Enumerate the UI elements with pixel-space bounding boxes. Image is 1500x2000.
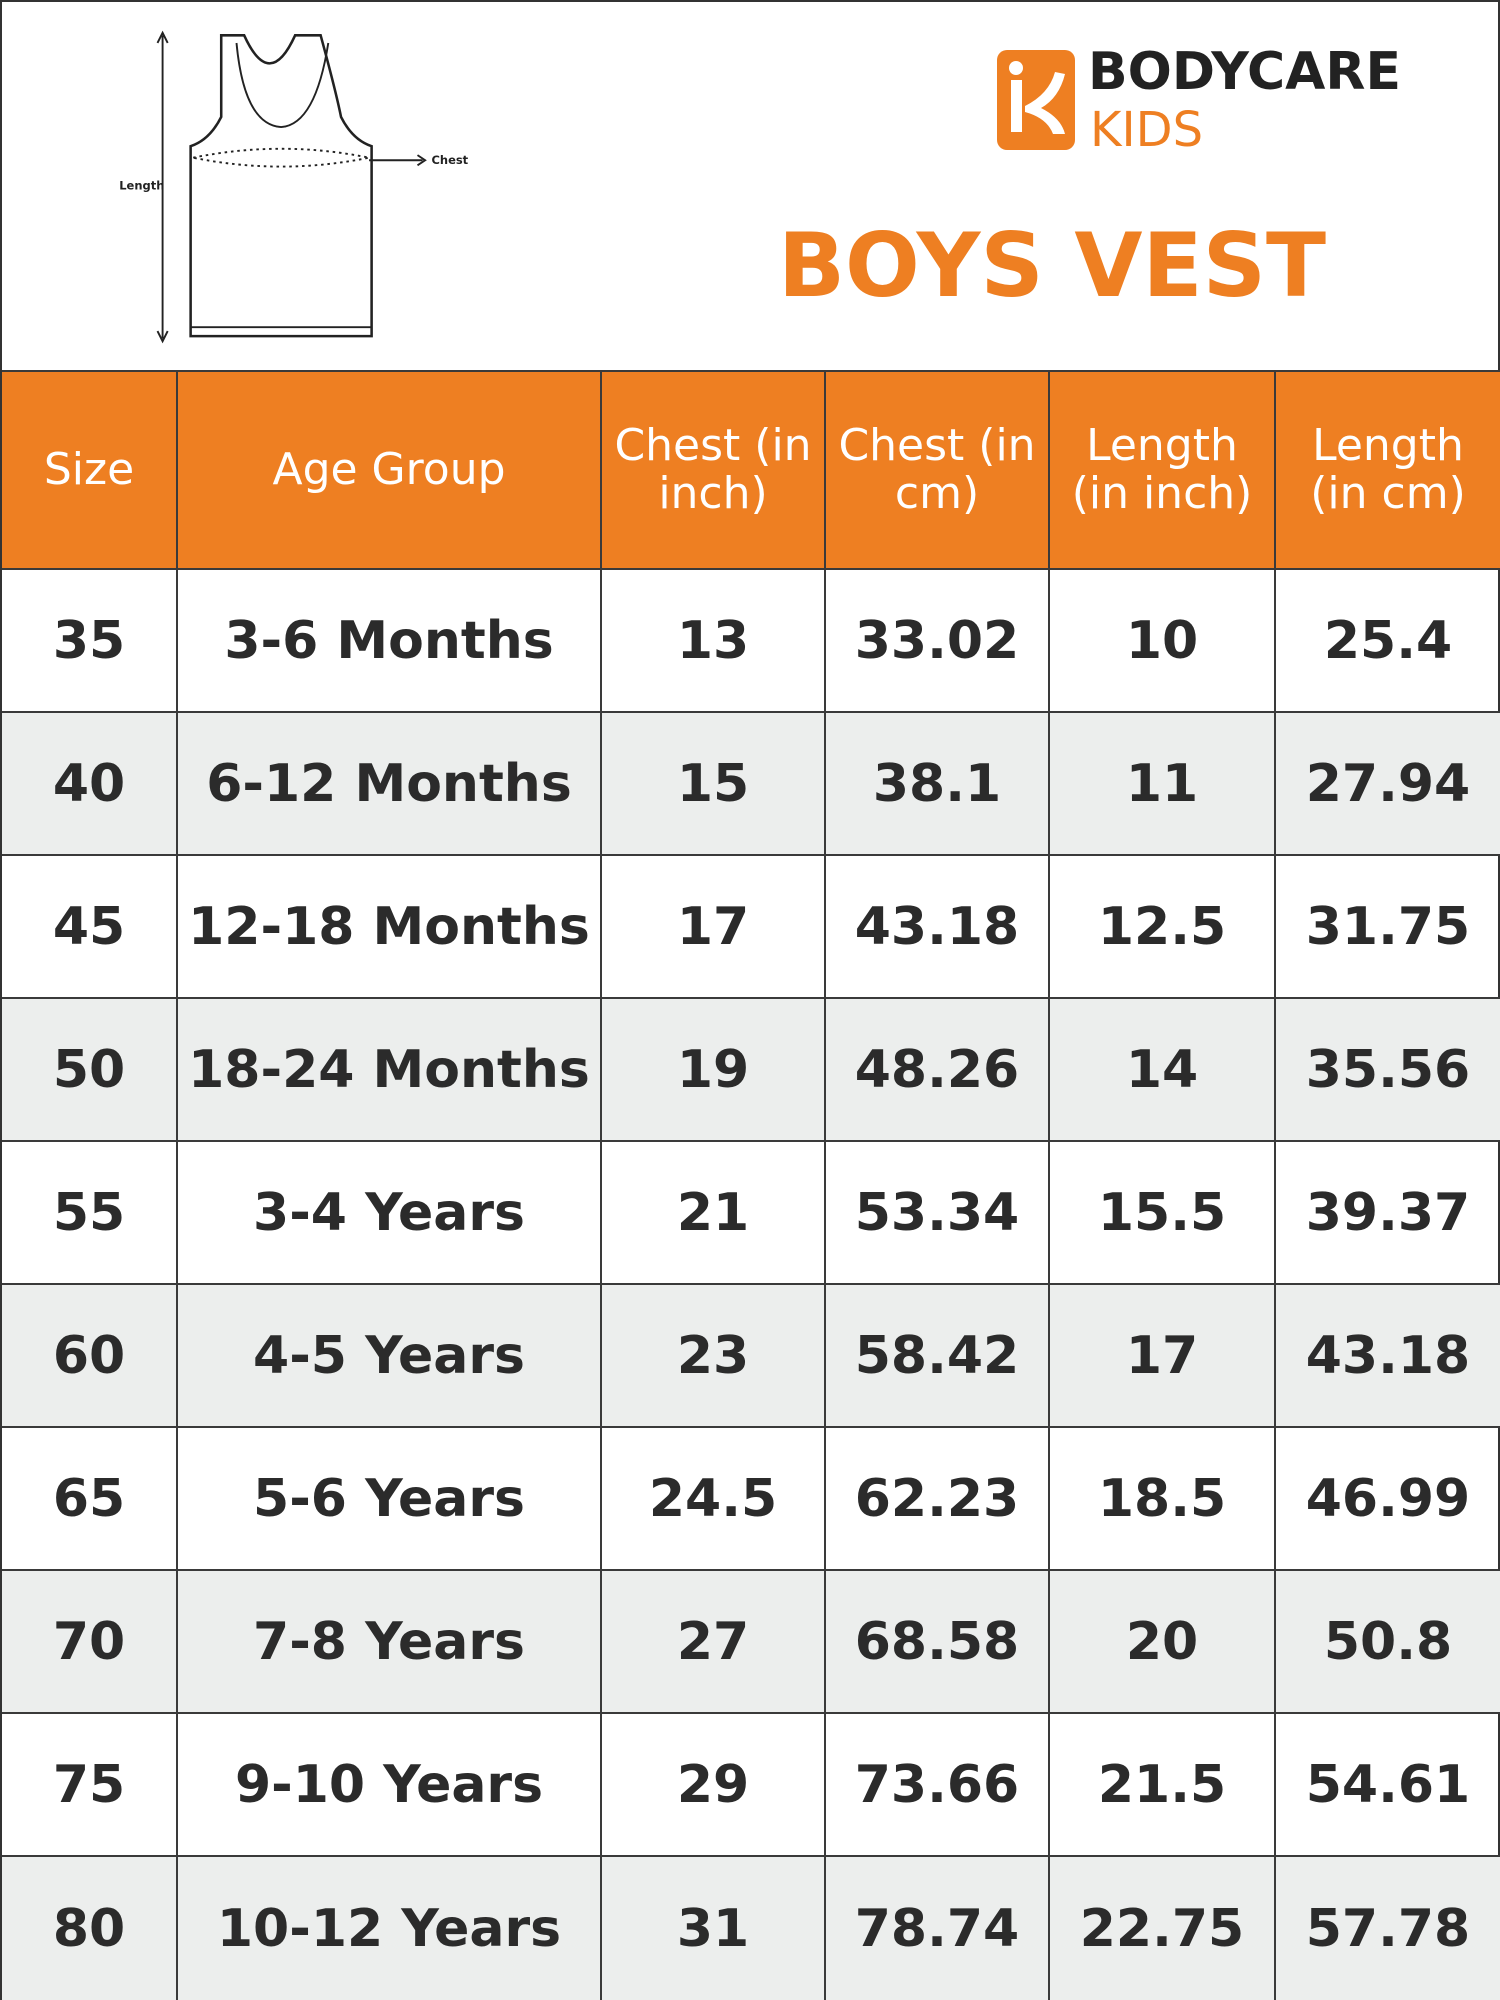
table-cell: 31.75 [1276, 856, 1500, 999]
table-cell: 73.66 [826, 1714, 1050, 1857]
table-cell: 22.75 [1050, 1857, 1276, 2000]
table-cell: 78.74 [826, 1857, 1050, 2000]
table-cell: 6-12 Months [178, 713, 602, 856]
table-cell: 53.34 [826, 1142, 1050, 1285]
table-cell: 43.18 [1276, 1285, 1500, 1428]
table-cell: 55 [2, 1142, 178, 1285]
table-cell: 17 [1050, 1285, 1276, 1428]
table-cell: 24.5 [602, 1428, 826, 1571]
table-cell: 4-5 Years [178, 1285, 602, 1428]
table-cell: 39.37 [1276, 1142, 1500, 1285]
vest-diagram: Chest Length [119, 30, 469, 344]
table-cell: 58.42 [826, 1285, 1050, 1428]
table-cell: 11 [1050, 713, 1276, 856]
table-cell: 54.61 [1276, 1714, 1500, 1857]
table-cell: 18-24 Months [178, 999, 602, 1142]
table-cell: 7-8 Years [178, 1571, 602, 1714]
table-cell: 23 [602, 1285, 826, 1428]
table-cell: 21.5 [1050, 1714, 1276, 1857]
table-cell: 35 [2, 570, 178, 713]
table-cell: 3-6 Months [178, 570, 602, 713]
column-header: Length (in cm) [1276, 370, 1500, 570]
table-cell: 75 [2, 1714, 178, 1857]
table-cell: 43.18 [826, 856, 1050, 999]
table-cell: 10 [1050, 570, 1276, 713]
table-cell: 12.5 [1050, 856, 1276, 999]
vest-outline [189, 34, 373, 338]
table-cell: 27 [602, 1571, 826, 1714]
table-cell: 5-6 Years [178, 1428, 602, 1571]
table-cell: 14 [1050, 999, 1276, 1142]
table-cell: 3-4 Years [178, 1142, 602, 1285]
table-cell: 46.99 [1276, 1428, 1500, 1571]
column-header: Chest (in cm) [826, 370, 1050, 570]
column-header: Size [2, 370, 178, 570]
table-cell: 68.58 [826, 1571, 1050, 1714]
table-cell: 70 [2, 1571, 178, 1714]
column-header: Age Group [178, 370, 602, 570]
title: BOYS VEST [777, 214, 1327, 317]
table-cell: 45 [2, 856, 178, 999]
table-cell: 29 [602, 1714, 826, 1857]
table-cell: 25.4 [1276, 570, 1500, 713]
table-cell: 27.94 [1276, 713, 1500, 856]
table-cell: 33.02 [826, 570, 1050, 713]
table-cell: 15.5 [1050, 1142, 1276, 1285]
table-cell: 65 [2, 1428, 178, 1571]
table-cell: 21 [602, 1142, 826, 1285]
table-cell: 10-12 Years [178, 1857, 602, 2000]
table-cell: 57.78 [1276, 1857, 1500, 2000]
table-cell: 50.8 [1276, 1571, 1500, 1714]
table-cell: 50 [2, 999, 178, 1142]
table-cell: 13 [602, 570, 826, 713]
table-cell: 80 [2, 1857, 178, 2000]
chest-label: Chest [432, 153, 469, 167]
table-cell: 48.26 [826, 999, 1050, 1142]
sub-brand: KIDS [1090, 102, 1204, 158]
table-cell: 62.23 [826, 1428, 1050, 1571]
table-cell: 15 [602, 713, 826, 856]
table-cell: 12-18 Months [178, 856, 602, 999]
table-cell: 17 [602, 856, 826, 999]
table-cell: 35.56 [1276, 999, 1500, 1142]
table-cell: 38.1 [826, 713, 1050, 856]
table-cell: 18.5 [1050, 1428, 1276, 1571]
logo-mark [997, 50, 1075, 150]
table-cell: 19 [602, 999, 826, 1142]
column-header: Chest (in inch) [602, 370, 826, 570]
table-cell: 40 [2, 713, 178, 856]
table-cell: 20 [1050, 1571, 1276, 1714]
table-cell: 31 [602, 1857, 826, 2000]
table-cell: 60 [2, 1285, 178, 1428]
table-cell: 9-10 Years [178, 1714, 602, 1857]
length-label: Length [119, 179, 164, 193]
column-header: Length (in inch) [1050, 370, 1276, 570]
brand: BODYCARE [1088, 42, 1401, 102]
